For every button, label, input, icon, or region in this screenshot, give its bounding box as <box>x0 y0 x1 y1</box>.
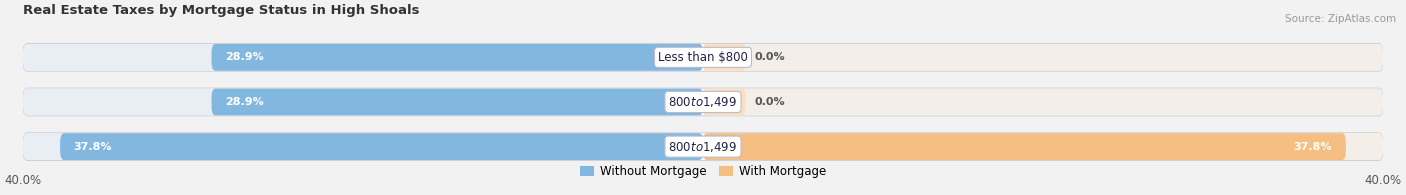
Text: 0.0%: 0.0% <box>754 97 785 107</box>
Text: Real Estate Taxes by Mortgage Status in High Shoals: Real Estate Taxes by Mortgage Status in … <box>22 4 419 17</box>
Text: $800 to $1,499: $800 to $1,499 <box>668 140 738 154</box>
Text: Source: ZipAtlas.com: Source: ZipAtlas.com <box>1285 14 1396 24</box>
Text: 28.9%: 28.9% <box>225 97 264 107</box>
Text: 0.0%: 0.0% <box>754 52 785 62</box>
Text: Less than $800: Less than $800 <box>658 51 748 64</box>
Text: 28.9%: 28.9% <box>225 52 264 62</box>
FancyBboxPatch shape <box>703 44 745 71</box>
FancyBboxPatch shape <box>211 44 703 71</box>
Text: 37.8%: 37.8% <box>1294 142 1333 152</box>
FancyBboxPatch shape <box>22 44 703 71</box>
FancyBboxPatch shape <box>703 89 745 115</box>
Legend: Without Mortgage, With Mortgage: Without Mortgage, With Mortgage <box>575 160 831 183</box>
FancyBboxPatch shape <box>22 88 1384 116</box>
FancyBboxPatch shape <box>211 89 703 115</box>
FancyBboxPatch shape <box>703 133 1346 160</box>
FancyBboxPatch shape <box>703 44 1384 71</box>
FancyBboxPatch shape <box>22 89 703 115</box>
Text: $800 to $1,499: $800 to $1,499 <box>668 95 738 109</box>
Text: 37.8%: 37.8% <box>73 142 112 152</box>
FancyBboxPatch shape <box>703 133 1384 160</box>
FancyBboxPatch shape <box>60 133 703 160</box>
FancyBboxPatch shape <box>703 89 1384 115</box>
FancyBboxPatch shape <box>22 133 1384 160</box>
FancyBboxPatch shape <box>22 43 1384 71</box>
FancyBboxPatch shape <box>22 133 703 160</box>
